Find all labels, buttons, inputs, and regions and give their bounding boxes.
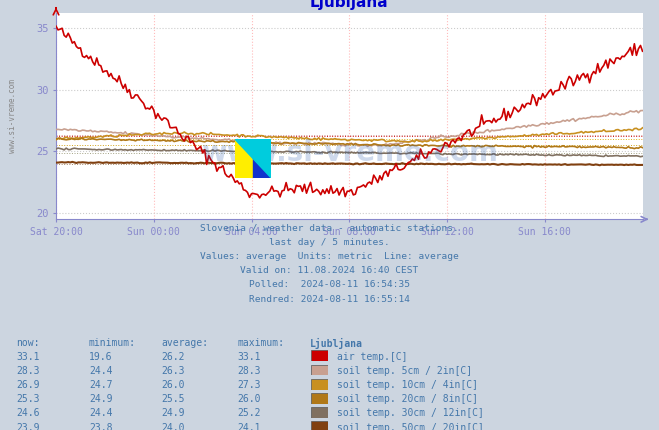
Text: 26.0: 26.0: [237, 394, 261, 404]
Text: 25.3: 25.3: [16, 394, 40, 404]
Text: 23.9: 23.9: [16, 423, 40, 430]
Title: Ljubljana: Ljubljana: [310, 0, 389, 10]
Text: Ljubljana: Ljubljana: [310, 338, 362, 349]
Text: now:: now:: [16, 338, 40, 347]
Bar: [253, 139, 272, 178]
Text: 24.4: 24.4: [89, 366, 113, 376]
Text: Rendred: 2024-08-11 16:55:14: Rendred: 2024-08-11 16:55:14: [249, 295, 410, 304]
Text: 24.4: 24.4: [89, 408, 113, 418]
Text: 24.9: 24.9: [89, 394, 113, 404]
Text: 24.0: 24.0: [161, 423, 185, 430]
Text: Values: average  Units: metric  Line: average: Values: average Units: metric Line: aver…: [200, 252, 459, 261]
Text: 26.0: 26.0: [161, 380, 185, 390]
Text: Slovenia / weather data - automatic stations.: Slovenia / weather data - automatic stat…: [200, 224, 459, 233]
Text: 26.9: 26.9: [16, 380, 40, 390]
Text: Polled:  2024-08-11 16:54:35: Polled: 2024-08-11 16:54:35: [249, 280, 410, 289]
Text: maximum:: maximum:: [237, 338, 284, 347]
Text: average:: average:: [161, 338, 208, 347]
Text: 25.2: 25.2: [237, 408, 261, 418]
Text: last day / 5 minutes.: last day / 5 minutes.: [269, 238, 390, 247]
Text: 24.1: 24.1: [237, 423, 261, 430]
Text: 28.3: 28.3: [237, 366, 261, 376]
Text: soil temp. 20cm / 8in[C]: soil temp. 20cm / 8in[C]: [337, 394, 478, 404]
Text: soil temp. 5cm / 2in[C]: soil temp. 5cm / 2in[C]: [337, 366, 473, 376]
Text: www.si-vreme.com: www.si-vreme.com: [7, 79, 16, 153]
Text: 26.3: 26.3: [161, 366, 185, 376]
Text: 27.3: 27.3: [237, 380, 261, 390]
Text: Valid on: 11.08.2024 16:40 CEST: Valid on: 11.08.2024 16:40 CEST: [241, 266, 418, 275]
Text: 33.1: 33.1: [16, 352, 40, 362]
Polygon shape: [235, 139, 272, 178]
Text: soil temp. 10cm / 4in[C]: soil temp. 10cm / 4in[C]: [337, 380, 478, 390]
Text: 24.6: 24.6: [16, 408, 40, 418]
Text: 23.8: 23.8: [89, 423, 113, 430]
Bar: [235, 139, 253, 178]
Text: 33.1: 33.1: [237, 352, 261, 362]
Text: minimum:: minimum:: [89, 338, 136, 347]
Text: 24.7: 24.7: [89, 380, 113, 390]
Text: 25.5: 25.5: [161, 394, 185, 404]
Text: soil temp. 30cm / 12in[C]: soil temp. 30cm / 12in[C]: [337, 408, 484, 418]
Text: 24.9: 24.9: [161, 408, 185, 418]
Text: www.si-vreme.com: www.si-vreme.com: [201, 139, 498, 167]
Text: 19.6: 19.6: [89, 352, 113, 362]
Text: 28.3: 28.3: [16, 366, 40, 376]
Text: air temp.[C]: air temp.[C]: [337, 352, 408, 362]
Text: soil temp. 50cm / 20in[C]: soil temp. 50cm / 20in[C]: [337, 423, 484, 430]
Text: 26.2: 26.2: [161, 352, 185, 362]
